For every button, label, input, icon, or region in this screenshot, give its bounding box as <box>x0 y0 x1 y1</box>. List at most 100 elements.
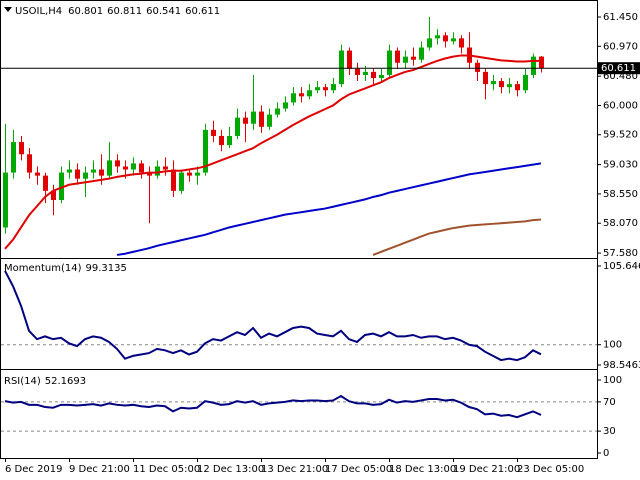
candle-body <box>171 169 176 191</box>
candle-body <box>83 172 88 179</box>
y-tick-label: 59.520 <box>603 130 638 141</box>
last-price-box <box>598 62 640 75</box>
candle-body <box>379 74 384 79</box>
candle-body <box>91 169 96 173</box>
candle-body <box>419 47 424 60</box>
x-tick-label: 23 Dec 05:00 <box>517 464 584 475</box>
candle-body <box>291 93 296 103</box>
last-high: 60.811 <box>107 6 142 17</box>
rsi-last: 52.1693 <box>45 376 86 387</box>
main-header: USOIL,H4 60.801 60.811 60.541 60.611 <box>15 6 220 17</box>
candle-body <box>59 172 64 201</box>
x-tick-label: 12 Dec 13:00 <box>197 464 264 475</box>
candle-body <box>507 84 512 88</box>
y-tick-label: 0 <box>603 448 609 459</box>
x-tick-label: 19 Dec 21:00 <box>453 464 520 475</box>
indicator-line <box>4 270 542 362</box>
moving-average <box>116 162 542 256</box>
y-tick-label: 60.480 <box>603 71 638 82</box>
candle-body <box>115 160 120 167</box>
indicator-line <box>4 394 542 419</box>
candle-body <box>323 87 328 91</box>
candle-body <box>195 172 200 176</box>
candle-body <box>139 163 144 173</box>
candle-body <box>275 108 280 115</box>
candle-body <box>235 117 240 136</box>
candle-body <box>403 56 408 63</box>
collapse-icon <box>4 7 12 12</box>
y-tick-label: 100 <box>603 375 622 386</box>
candle-body <box>43 175 48 191</box>
x-tick-label: 18 Dec 13:00 <box>389 464 456 475</box>
y-tick-label: 59.030 <box>603 160 638 171</box>
y-tick-label: 98.5463 <box>603 360 640 371</box>
candle-body <box>451 38 456 42</box>
candle-body <box>523 74 528 91</box>
last-open: 60.801 <box>68 6 103 17</box>
candle-body <box>75 169 80 179</box>
y-tick-label: 58.070 <box>603 218 638 229</box>
candle-body <box>459 38 464 48</box>
momentum-last: 99.3135 <box>86 263 127 274</box>
candle-body <box>227 135 232 146</box>
y-tick-label: 100 <box>603 340 622 351</box>
candle-body <box>475 62 480 72</box>
candle-body <box>219 135 224 146</box>
last-low: 60.541 <box>146 6 181 17</box>
candle-body <box>355 68 360 75</box>
candle-body <box>539 56 544 69</box>
x-tick-label: 6 Dec 2019 <box>5 464 63 475</box>
x-tick-label: 13 Dec 21:00 <box>261 464 328 475</box>
candle-body <box>35 172 40 176</box>
candle-body <box>315 87 320 91</box>
candle-body <box>331 84 336 91</box>
candle-body <box>259 111 264 127</box>
candle-body <box>203 129 208 173</box>
momentum-header: Momentum(14) 99.3135 <box>4 263 127 274</box>
candle-body <box>443 35 448 42</box>
candle-body <box>243 117 248 124</box>
momentum-title: Momentum(14) <box>4 263 82 274</box>
candle-body <box>499 81 504 88</box>
candle-body <box>283 102 288 109</box>
candle-body <box>131 163 136 170</box>
candle-body <box>11 142 16 173</box>
candle-body <box>427 38 432 48</box>
candle-body <box>395 50 400 63</box>
candle-body <box>51 190 56 201</box>
candle-body <box>211 129 216 136</box>
y-tick-label: 105.6467 <box>603 261 640 272</box>
candle-body <box>155 166 160 176</box>
x-tick-label: 17 Dec 05:00 <box>325 464 392 475</box>
candle-body <box>107 160 112 176</box>
x-tick-label: 11 Dec 05:00 <box>133 464 200 475</box>
y-tick-label: 60.970 <box>603 41 638 52</box>
candle-body <box>515 84 520 91</box>
candle-body <box>179 172 184 191</box>
y-tick-label: 30 <box>603 426 616 437</box>
x-tick-label: 9 Dec 21:00 <box>69 464 130 475</box>
symbol-title: USOIL,H4 <box>15 6 62 17</box>
candle-body <box>251 111 256 124</box>
candle-body <box>267 114 272 127</box>
candle-body <box>363 71 368 75</box>
candle-body <box>307 90 312 97</box>
y-tick-label: 58.550 <box>603 189 638 200</box>
candle-body <box>483 71 488 85</box>
candle-body <box>371 71 376 79</box>
candle-body <box>299 93 304 97</box>
rsi-header: RSI(14) 52.1693 <box>4 376 86 387</box>
rsi-title: RSI(14) <box>4 376 41 387</box>
candle-body <box>339 50 344 85</box>
candle-body <box>347 50 352 69</box>
candle-body <box>411 56 416 60</box>
candle-body <box>27 154 32 173</box>
moving-average <box>4 54 541 250</box>
candle-body <box>187 172 192 176</box>
candle-body <box>3 172 8 228</box>
candle-body <box>163 166 168 170</box>
candle-body <box>123 166 128 170</box>
last-close: 60.611 <box>185 6 220 17</box>
